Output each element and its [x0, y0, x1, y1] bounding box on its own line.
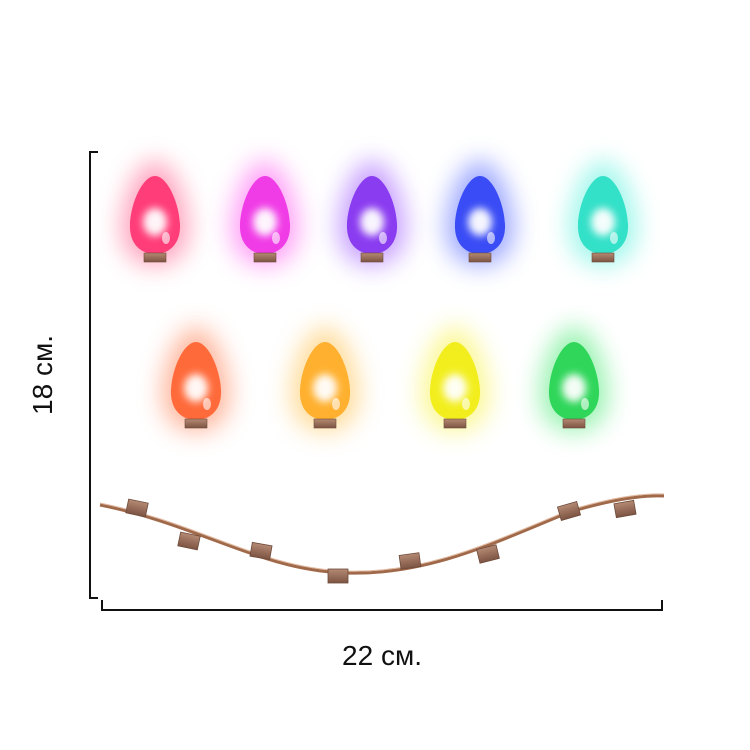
bulb-reflection — [610, 232, 618, 244]
wire-clip — [613, 499, 637, 519]
bulb-reflection — [487, 232, 495, 244]
bulb-core — [443, 374, 467, 402]
bulb-core — [313, 374, 337, 402]
wire-clip — [398, 552, 422, 570]
bulb-core — [253, 208, 277, 236]
bulb-socket — [143, 252, 167, 263]
bulb-reflection — [203, 398, 211, 410]
height-bracket — [89, 151, 98, 599]
bulb-socket — [184, 418, 208, 429]
bulb-reflection — [332, 398, 340, 410]
height-dimension-label: 18 см. — [27, 335, 58, 415]
bulb-purple — [338, 160, 406, 266]
wire-clip — [327, 568, 349, 584]
bulb-reflection — [581, 398, 589, 410]
bulb-amber — [291, 326, 359, 432]
bulb-cyan — [569, 160, 637, 266]
bulb-blue — [446, 160, 514, 266]
bulb-reflection — [462, 398, 470, 410]
bulb-socket — [360, 252, 384, 263]
bulb-red — [121, 160, 189, 266]
wire-clip — [249, 541, 273, 561]
bulb-magenta — [231, 160, 299, 266]
wire-clip — [177, 531, 201, 551]
bulb-socket — [562, 418, 586, 429]
bulb-core — [562, 374, 586, 402]
bulb-reflection — [162, 232, 170, 244]
bulb-socket — [443, 418, 467, 429]
bulb-reflection — [379, 232, 387, 244]
wire-clip — [556, 501, 582, 521]
bulb-orange — [162, 326, 230, 432]
width-dimension-label: 22 см. — [342, 640, 422, 671]
bulb-socket — [468, 252, 492, 263]
bulb-core — [360, 208, 384, 236]
wire-clips — [125, 498, 637, 584]
bulb-socket — [253, 252, 277, 263]
wire-clip — [476, 544, 500, 564]
bulb-core — [143, 208, 167, 236]
bulb-socket — [591, 252, 615, 263]
wire-clip — [125, 498, 149, 518]
bulbs-group — [121, 160, 637, 432]
width-bracket — [101, 600, 663, 611]
bulb-core — [591, 208, 615, 236]
bulb-socket — [313, 418, 337, 429]
bulb-reflection — [272, 232, 280, 244]
bulb-core — [468, 208, 492, 236]
bulb-yellow — [421, 326, 489, 432]
bulb-green — [540, 326, 608, 432]
bulb-core — [184, 374, 208, 402]
